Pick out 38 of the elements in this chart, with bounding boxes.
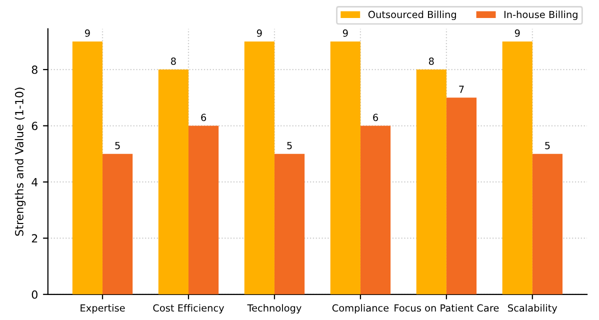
y-tick-label: 8 — [32, 66, 38, 74]
y-axis-title: Strengths and Value (1-10) — [14, 88, 26, 236]
data-label: 9 — [256, 29, 262, 37]
data-label: 7 — [459, 86, 464, 93]
bar — [446, 98, 477, 294]
data-label: 9 — [342, 29, 348, 37]
bar — [532, 154, 563, 294]
data-label: 8 — [428, 58, 434, 65]
y-tick-label: 6 — [32, 122, 38, 130]
y-tick-label: 4 — [32, 178, 38, 186]
bar — [360, 126, 391, 294]
data-label: 5 — [287, 142, 292, 150]
x-tick-label: Technology — [247, 304, 302, 314]
bar — [502, 41, 532, 294]
bar — [188, 126, 219, 294]
bar — [102, 154, 133, 294]
data-label: 9 — [514, 29, 520, 37]
data-label: 9 — [84, 29, 90, 37]
legend-label: Outsourced Billing — [368, 10, 456, 20]
y-tick-label: 0 — [32, 290, 38, 299]
x-tick-label: Compliance — [332, 304, 389, 314]
data-label: 8 — [171, 58, 176, 65]
x-tick-label: Focus on Patient Care — [394, 304, 499, 312]
bar — [274, 154, 305, 294]
x-tick-label: Expertise — [80, 304, 125, 314]
data-label: 6 — [201, 114, 206, 122]
x-tick-label: Cost Efficiency — [153, 304, 224, 314]
data-label: 5 — [115, 142, 120, 150]
data-label: 5 — [545, 142, 550, 150]
bar — [72, 41, 103, 294]
data-label: 6 — [373, 114, 378, 122]
legend-label: In-house Billing — [504, 10, 578, 20]
bar — [158, 70, 188, 294]
x-tick-label: Scalability — [508, 304, 558, 314]
y-tick-label: 2 — [32, 234, 38, 242]
bar — [416, 70, 446, 294]
bar — [330, 41, 360, 294]
bar — [244, 41, 274, 294]
